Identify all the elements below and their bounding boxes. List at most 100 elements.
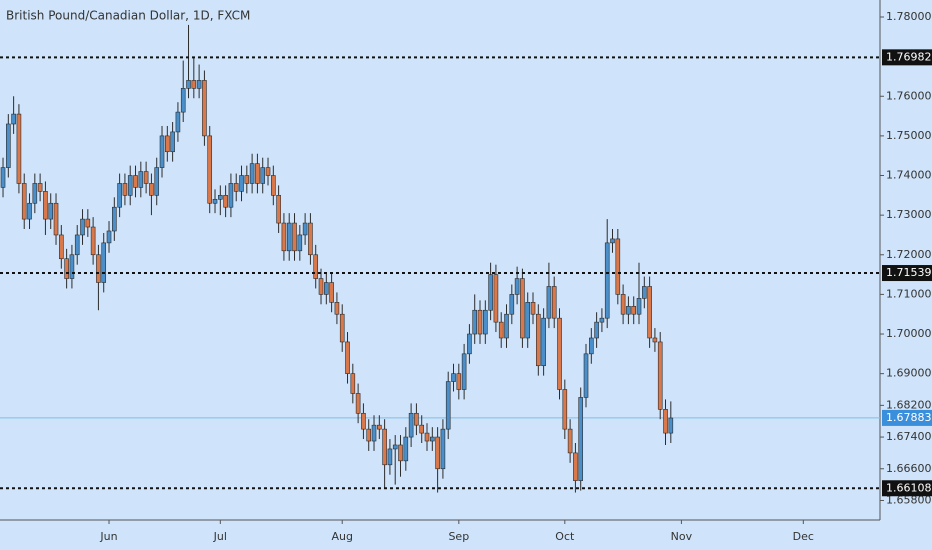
candle-body — [233, 183, 239, 192]
candle-body — [530, 302, 536, 315]
candle-body — [366, 428, 372, 442]
candle-body — [43, 191, 48, 220]
candle-body — [106, 230, 112, 244]
candle-body — [451, 373, 456, 382]
y-tick-label: 1.76000 — [886, 89, 932, 102]
candle-body — [350, 373, 356, 394]
x-tick-label: Jul — [213, 530, 227, 543]
candle-body — [456, 373, 462, 390]
candle-body — [599, 317, 605, 323]
candle-body — [551, 286, 557, 319]
candle-body — [112, 206, 117, 232]
candle-body — [21, 183, 27, 220]
candle-body — [11, 113, 16, 125]
candle-body — [249, 163, 255, 184]
candle-body — [69, 254, 75, 279]
candle-body — [387, 448, 393, 466]
candle-body — [286, 222, 292, 252]
y-tick-label: 1.78000 — [886, 10, 932, 23]
candle-body — [0, 167, 6, 188]
candle-body — [228, 183, 234, 208]
candle-body — [271, 175, 276, 196]
candle-body — [382, 428, 387, 466]
candle-body — [324, 282, 329, 295]
candle-body — [329, 282, 334, 303]
level-label-box — [882, 480, 932, 497]
candle-body — [244, 175, 250, 184]
candle-body — [398, 444, 403, 462]
candle-body — [498, 321, 504, 339]
candle-body — [408, 412, 414, 438]
candle-body — [334, 302, 340, 315]
candle-body — [143, 171, 149, 184]
candle-body — [610, 238, 615, 244]
candle-body — [546, 286, 552, 319]
y-tick-label: 1.66600 — [886, 462, 932, 475]
candle-body — [477, 309, 483, 335]
candle-body — [424, 432, 430, 442]
candle-body — [191, 80, 197, 89]
candle-body — [345, 341, 350, 374]
y-tick-label: 1.67400 — [886, 430, 932, 443]
candle-body — [96, 254, 101, 283]
candle-body — [663, 409, 668, 434]
level-label-box — [882, 49, 932, 66]
candle-body — [636, 298, 642, 315]
candle-body — [657, 341, 663, 410]
candle-body — [339, 313, 345, 343]
candle-body — [159, 135, 165, 168]
x-tick-label: Sep — [448, 530, 469, 543]
level-label: 1.76982 — [886, 50, 932, 63]
candle-body — [196, 80, 202, 89]
candle-body — [445, 381, 451, 430]
candle-body — [435, 436, 440, 470]
candle-body — [80, 218, 85, 236]
candle-body — [223, 195, 228, 208]
candle-body — [175, 111, 181, 133]
candle-body — [668, 417, 674, 434]
candle-body — [170, 131, 175, 153]
candle-body — [567, 428, 573, 454]
candle-body — [525, 302, 531, 339]
y-tick-label: 1.68200 — [886, 398, 932, 411]
candle-body — [260, 167, 266, 184]
x-tick-label: Oct — [555, 530, 575, 543]
candle-body — [573, 452, 578, 481]
level-label: 1.66108 — [886, 481, 932, 494]
y-tick-label: 1.69000 — [886, 367, 932, 380]
y-tick-label: 1.70000 — [886, 327, 932, 340]
candle-body — [48, 202, 54, 220]
candle-body — [53, 202, 59, 236]
candle-body — [461, 353, 467, 390]
x-tick-label: Dec — [793, 530, 814, 543]
y-tick-label: 1.73000 — [886, 208, 932, 221]
candle-body — [594, 321, 599, 339]
candle-body — [620, 294, 626, 315]
candle-body — [493, 274, 499, 323]
candle-body — [202, 80, 207, 137]
candle-body — [186, 80, 191, 89]
candle-body — [255, 163, 260, 184]
candle-body — [371, 424, 377, 442]
candle-body — [16, 113, 22, 184]
candle-body — [642, 286, 647, 299]
x-tick-label: Nov — [671, 530, 693, 543]
level-label-box — [882, 265, 932, 282]
x-tick-label: Jun — [99, 530, 117, 543]
candle-body — [589, 337, 594, 355]
candle-body — [419, 424, 425, 434]
candle-body — [154, 167, 160, 196]
candle-body — [308, 222, 313, 256]
candle-body — [430, 436, 435, 442]
candle-body — [355, 393, 361, 414]
y-tick-label: 1.72000 — [886, 248, 932, 261]
candle-body — [74, 234, 80, 256]
candle-body — [180, 88, 186, 113]
candle-body — [536, 313, 541, 367]
candle-body — [647, 286, 652, 339]
candle-body — [85, 218, 91, 228]
candle-body — [122, 183, 128, 196]
candle-body — [541, 317, 546, 367]
candle-body — [297, 234, 303, 252]
